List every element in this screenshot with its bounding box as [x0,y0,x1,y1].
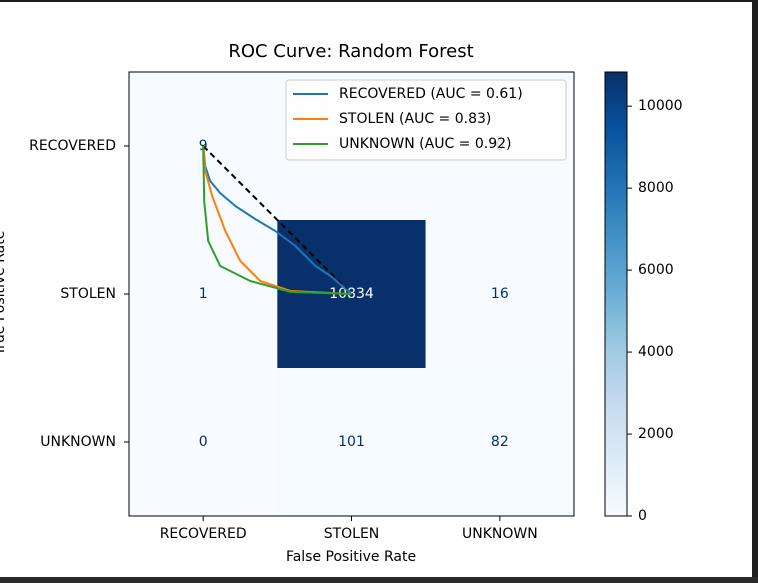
y-axis-label: True Positive Rate [0,231,8,357]
y-tick-label: RECOVERED [29,138,116,154]
legend-label: RECOVERED (AUC = 0.61) [339,86,523,102]
cell-value-label: 10834 [329,286,374,302]
roc-curve [202,145,352,295]
colorbar-tick-label: 8000 [638,180,674,196]
heatmap-cell [425,368,574,516]
cell-value-label: 82 [491,434,509,450]
legend-label: UNKNOWN (AUC = 0.92) [339,136,511,152]
y-tick-label: UNKNOWN [40,434,116,450]
x-axis-label: False Positive Rate [286,549,416,565]
heatmap-cell [129,368,278,516]
colorbar-tick-label: 4000 [638,344,674,360]
x-tick-label: UNKNOWN [462,526,538,542]
heatmap-cell [425,220,574,368]
roc-curve [202,145,353,295]
chart-title: ROC Curve: Random Forest [228,41,473,62]
cell-value-label: 9 [199,138,208,154]
roc-curve [202,145,352,295]
colorbar-tick-label: 10000 [638,98,683,114]
legend-label: STOLEN (AUC = 0.83) [339,111,491,127]
reference-diagonal [202,145,353,295]
cell-value-label: 101 [338,434,365,450]
x-tick-label: RECOVERED [160,526,247,542]
heatmap-cell [277,368,426,516]
cell-value-label: 1 [199,286,208,302]
y-tick-label: STOLEN [60,286,116,302]
colorbar-tick-label: 6000 [638,262,674,278]
window-edge-bottom [0,577,758,583]
heatmap-cell [129,220,278,368]
window-edge-top [0,0,758,2]
cell-value-label: 0 [199,434,208,450]
cell-value-label: 16 [491,286,509,302]
legend-box [285,79,567,161]
colorbar-tick-label: 0 [638,508,647,524]
colorbar-tick-label: 2000 [638,426,674,442]
window-edge-right [752,0,758,583]
x-tick-label: STOLEN [324,526,380,542]
plot-lines [202,145,353,295]
colorbar [604,71,628,517]
